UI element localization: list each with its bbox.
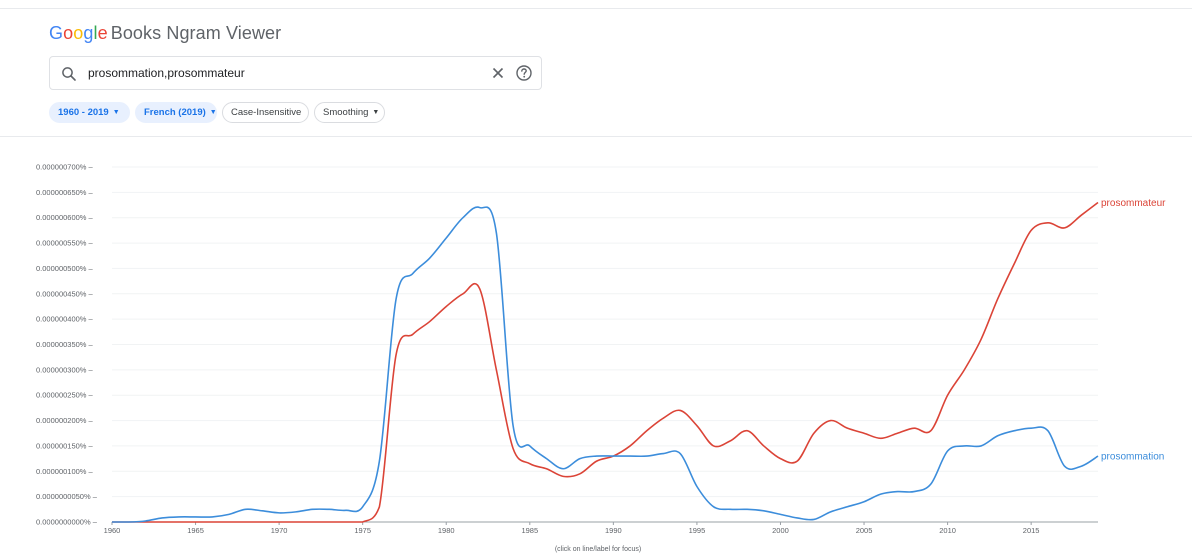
product-name: Books Ngram Viewer: [110, 23, 282, 43]
caret-down-icon: ▼: [209, 109, 217, 116]
series-label-prosommateur[interactable]: prosommateur: [1101, 198, 1166, 209]
google-logo: Google: [49, 23, 108, 43]
series-label-prosommation[interactable]: prosommation: [1101, 452, 1164, 463]
y-tick-label: 0.000000200% –: [36, 416, 94, 425]
x-tick-label: 1985: [521, 526, 538, 535]
y-tick-label: 0.000000150% –: [36, 441, 94, 450]
x-tick-label: 1960: [104, 526, 121, 535]
x-tick-label: 2015: [1023, 526, 1040, 535]
smoothing-label: Smoothing: [323, 107, 369, 118]
header-divider: [0, 136, 1192, 137]
corpus-dropdown[interactable]: French (2019) ▼: [135, 102, 217, 123]
help-circle-icon[interactable]: [515, 64, 533, 82]
close-icon[interactable]: [489, 64, 507, 82]
date-range-dropdown[interactable]: 1960 - 2019 ▼: [49, 102, 130, 123]
x-tick-label: 1980: [438, 526, 455, 535]
y-tick-label: 0.000000100% –: [36, 467, 94, 476]
x-tick-label: 2000: [772, 526, 789, 535]
y-tick-label: 0.000000250% –: [36, 391, 94, 400]
x-tick-label: 2010: [939, 526, 956, 535]
date-range-label: 1960 - 2019: [58, 107, 109, 118]
y-tick-label: 0.000000400% –: [36, 315, 94, 324]
x-tick-label: 1995: [689, 526, 706, 535]
search-input[interactable]: [88, 63, 478, 83]
x-tick-label: 1970: [271, 526, 288, 535]
caret-down-icon: ▼: [112, 109, 120, 116]
series-line-prosommation[interactable]: [112, 206, 1099, 523]
corpus-label: French (2019): [144, 107, 206, 118]
y-tick-label: 0.0000000000% –: [36, 518, 98, 527]
case-insensitive-toggle[interactable]: Case-Insensitive: [222, 102, 309, 123]
y-tick-label: 0.000000550% –: [36, 239, 94, 248]
search-icon[interactable]: [61, 66, 77, 82]
app-title[interactable]: Google Books Ngram Viewer: [49, 23, 281, 44]
y-tick-label: 0.000000300% –: [36, 365, 94, 374]
y-tick-label: 0.000000450% –: [36, 289, 94, 298]
y-tick-label: 0.000000700% –: [36, 163, 94, 172]
x-tick-label: 1965: [187, 526, 204, 535]
top-divider: [0, 8, 1192, 9]
x-tick-label: 1990: [605, 526, 622, 535]
y-tick-label: 0.0000000050% –: [36, 492, 98, 501]
smoothing-dropdown[interactable]: Smoothing ▼: [314, 102, 385, 123]
caret-down-icon: ▼: [372, 109, 380, 116]
y-tick-label: 0.000000500% –: [36, 264, 94, 273]
x-tick-label: 1975: [354, 526, 371, 535]
search-bar: [49, 56, 542, 90]
y-tick-label: 0.000000350% –: [36, 340, 94, 349]
case-label: Case-Insensitive: [231, 107, 302, 118]
x-tick-label: 2005: [856, 526, 873, 535]
series-line-prosommateur[interactable]: [112, 201, 1099, 523]
y-tick-label: 0.000000600% –: [36, 213, 94, 222]
y-tick-label: 0.000000650% –: [36, 188, 94, 197]
chart-hint: (click on line/label for focus): [555, 546, 641, 553]
